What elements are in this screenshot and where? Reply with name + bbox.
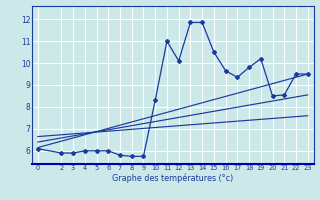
X-axis label: Graphe des températures (°c): Graphe des températures (°c) — [112, 173, 233, 183]
